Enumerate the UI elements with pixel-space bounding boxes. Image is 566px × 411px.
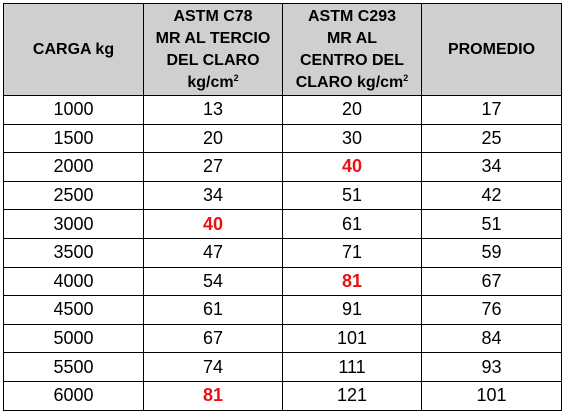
cell-astm-c293: 81: [282, 266, 422, 297]
table-row: 4500 61 91 76: [3, 295, 562, 325]
cell-astm-c78: 47: [143, 237, 283, 268]
header-c78-line2: MR AL TERCIO: [155, 29, 271, 47]
cell-promedio: 51: [421, 209, 562, 239]
cell-carga: 5500: [3, 352, 144, 382]
header-astm-c78: ASTM C78 MR AL TERCIO DEL CLARO kg/cm2: [143, 3, 283, 96]
header-c78-unit: kg/cm: [187, 73, 234, 91]
header-promedio-label: PROMEDIO: [447, 40, 536, 58]
header-row: CARGA kg ASTM C78 MR AL TERCIO DEL CLARO…: [3, 3, 562, 96]
cell-astm-c78: 20: [143, 123, 283, 154]
table-row: 2000 27 40 34: [3, 152, 562, 182]
cell-promedio: 84: [421, 323, 562, 354]
load-results-table: CARGA kg ASTM C78 MR AL TERCIO DEL CLARO…: [3, 3, 562, 411]
cell-promedio: 42: [421, 180, 562, 211]
cell-promedio: 17: [421, 95, 562, 125]
cell-carga: 4000: [3, 266, 144, 297]
table-row: 1000 13 20 17: [3, 95, 562, 125]
cell-astm-c293: 111: [282, 352, 422, 382]
cell-promedio: 25: [421, 123, 562, 154]
header-c293-unit: CLARO kg/cm: [295, 73, 404, 91]
header-promedio: PROMEDIO: [421, 3, 562, 96]
cell-astm-c293: 71: [282, 237, 422, 268]
table-row: 3500 47 71 59: [3, 237, 562, 268]
header-c293-line2: MR AL: [326, 29, 378, 47]
cell-astm-c293: 40: [282, 152, 422, 182]
cell-promedio: 67: [421, 266, 562, 297]
cell-astm-c78: 67: [143, 323, 283, 354]
cell-promedio: 93: [421, 352, 562, 382]
cell-carga: 4500: [3, 295, 144, 325]
cell-promedio: 34: [421, 152, 562, 182]
cell-carga: 3500: [3, 237, 144, 268]
cell-promedio: 76: [421, 295, 562, 325]
cell-astm-c293: 121: [282, 380, 422, 411]
cell-promedio: 101: [421, 380, 562, 411]
header-c78-line3: DEL CLARO: [166, 51, 260, 69]
cell-astm-c78: 27: [143, 152, 283, 182]
cell-carga: 3000: [3, 209, 144, 239]
cell-astm-c293: 91: [282, 295, 422, 325]
cell-astm-c78: 40: [143, 209, 283, 239]
header-c293-line1: ASTM C293: [307, 7, 397, 25]
table-row: 5000 67 101 84: [3, 323, 562, 354]
cell-promedio: 59: [421, 237, 562, 268]
cell-astm-c78: 81: [143, 380, 283, 411]
cell-astm-c293: 30: [282, 123, 422, 154]
table-row: 4000 54 81 67: [3, 266, 562, 297]
cell-carga: 2500: [3, 180, 144, 211]
table-row: 3000 40 61 51: [3, 209, 562, 239]
header-c293-line3: CENTRO DEL: [300, 51, 404, 69]
table-row: 5500 74 111 93: [3, 352, 562, 382]
header-astm-c293: ASTM C293 MR AL CENTRO DEL CLARO kg/cm2: [282, 3, 422, 96]
header-c78-line1: ASTM C78: [173, 7, 253, 25]
cell-carga: 1500: [3, 123, 144, 154]
cell-astm-c293: 101: [282, 323, 422, 354]
cell-astm-c78: 54: [143, 266, 283, 297]
header-c293-unit-exponent: 2: [403, 72, 409, 83]
table-row: 2500 34 51 42: [3, 180, 562, 211]
table-row: 6000 81 121 101: [3, 380, 562, 411]
cell-carga: 5000: [3, 323, 144, 354]
header-carga: CARGA kg: [3, 3, 144, 96]
table-row: 1500 20 30 25: [3, 123, 562, 154]
header-carga-label: CARGA kg: [32, 40, 115, 58]
cell-carga: 1000: [3, 95, 144, 125]
cell-astm-c78: 34: [143, 180, 283, 211]
cell-astm-c293: 51: [282, 180, 422, 211]
table-body: 1000 13 20 17 1500 20 30 25 2000 27 40 34 2500 34 51 42…: [3, 95, 562, 411]
cell-carga: 6000: [3, 380, 144, 411]
cell-astm-c78: 61: [143, 295, 283, 325]
cell-astm-c78: 74: [143, 352, 283, 382]
cell-astm-c293: 61: [282, 209, 422, 239]
cell-astm-c293: 20: [282, 95, 422, 125]
cell-carga: 2000: [3, 152, 144, 182]
header-c78-unit-exponent: 2: [233, 72, 239, 83]
cell-astm-c78: 13: [143, 95, 283, 125]
